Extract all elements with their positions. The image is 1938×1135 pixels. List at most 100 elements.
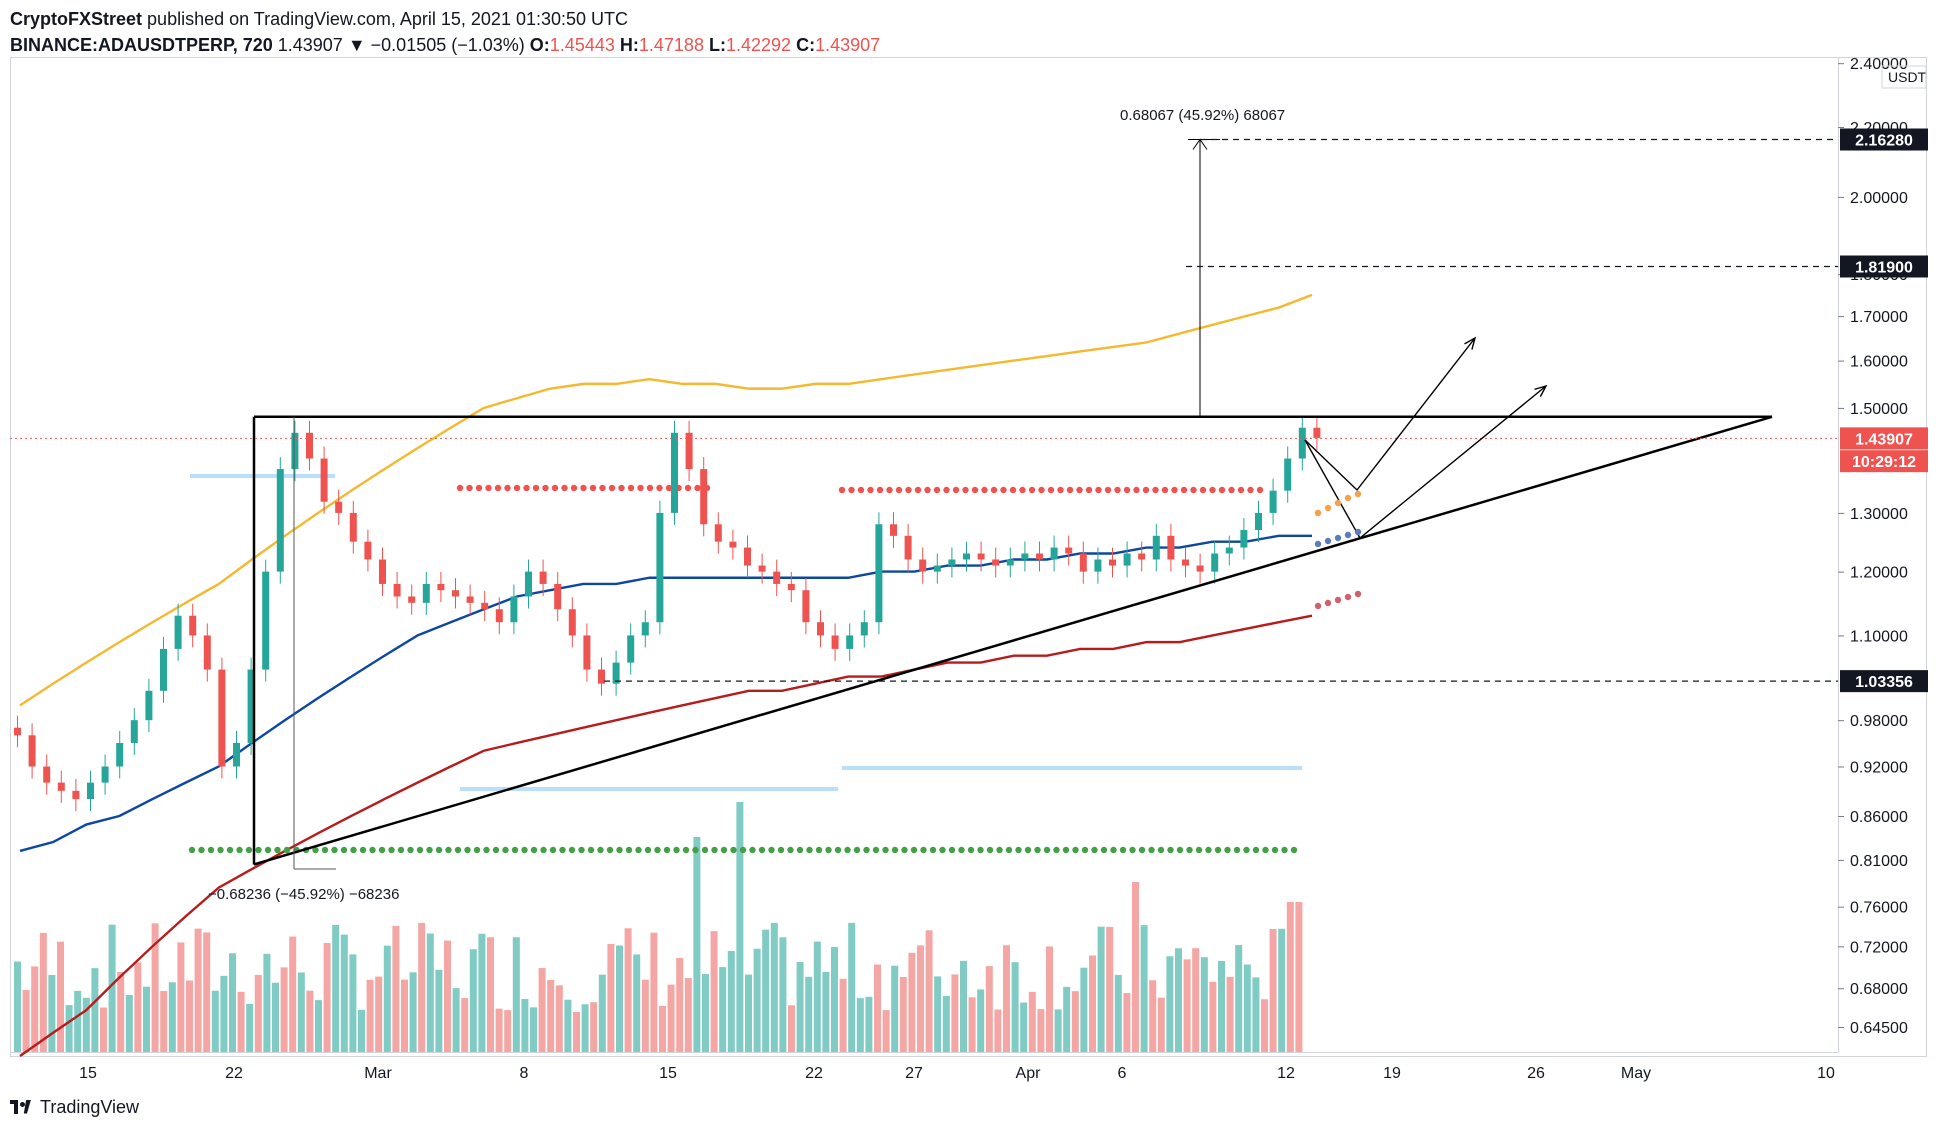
support-dots-dot [958,846,965,854]
volume-bar [1226,976,1234,1052]
volume-bar [409,972,417,1052]
resistance-dots-2-dot [886,486,893,494]
volume-bar [831,947,838,1052]
candle-body [1021,553,1029,560]
support-dots-dot [1281,846,1288,854]
low-value: 1.42292 [725,35,792,55]
resistance-dots-1-dot [570,484,578,492]
chart-frame[interactable] [10,57,1927,1057]
volume-bar [1089,955,1096,1052]
volume-bar [1020,1002,1028,1052]
support-dots-dot [939,846,946,854]
volume-bar [375,976,383,1052]
support-dots-dot [606,846,614,854]
volume-bar [203,932,211,1052]
candle-body [1050,547,1058,560]
support-dots-dot [1005,846,1013,854]
resistance-dots-2-dot [1019,486,1026,494]
support-dots-dot [226,846,234,854]
symbol-label[interactable]: BINANCE:ADAUSDTPERP, 720 [10,35,273,55]
support-dots-dot [416,846,424,854]
volume-bar [323,943,331,1052]
support-dots-dot [977,846,984,854]
y-tick-mark [1838,316,1844,318]
support-dots-dot [236,846,243,854]
support-dots-dot [986,846,994,854]
x-tick-label: 19 [1383,1065,1401,1082]
x-tick-label: 27 [905,1065,923,1082]
volume-bar [590,1002,598,1052]
support-dots-dot [530,846,538,854]
candle-body [14,727,21,736]
volume-bar [899,976,907,1052]
volume-bar [934,976,942,1052]
x-tick-label: 22 [805,1065,823,1082]
support-dots-dot [207,846,215,854]
candle-body [160,648,167,691]
resistance-dots-1-dot [466,484,473,492]
candle-body [1123,553,1131,566]
high-value: 1.47188 [638,35,704,55]
volume-bar [960,960,967,1052]
support-dots-dot [321,846,329,854]
y-tick-mark [1838,635,1844,637]
candle-body [700,469,708,525]
volume-bar [530,1007,537,1052]
publisher-name[interactable]: CryptoFXStreet [10,9,143,29]
support-dots-dot [1205,846,1212,854]
y-tick-label: 1.60000 [1850,354,1908,371]
support-dots-dot [1271,846,1279,854]
support-dots-dot [673,846,680,854]
projected-ema-slow-dot [1354,590,1362,598]
resistance-dots-2-dot [1095,486,1102,494]
support-dots-dot [730,846,737,854]
resistance-dots-1-dot [580,484,587,492]
volume-bar [246,1003,254,1052]
ema-slow-line [19,614,1313,1057]
volume-bar [813,941,821,1052]
volume-bar [366,979,374,1052]
volume-bar [22,990,30,1052]
candle-body [583,635,591,670]
resistance-dots-1-dot [637,484,644,492]
volume-bar [82,997,90,1052]
y-tick-label: 0.64500 [1850,1020,1908,1037]
volume-bar [1028,991,1036,1052]
candles [14,415,1321,812]
volume-bar [1132,882,1139,1052]
support-dots-dot [749,846,756,854]
support-dots-dot [359,846,367,854]
volume-bar [1166,956,1174,1052]
candle-body [539,571,547,584]
y-tick-label: 2.40000 [1850,56,1908,73]
measure-up-label: 0.68067 (45.92%) 68067 [1120,107,1285,124]
volume-bar [254,974,262,1052]
y-tick-mark [1838,815,1844,817]
resistance-dots-1-dot [684,484,692,492]
volume-bar [1123,993,1131,1052]
volume-bar [487,937,494,1052]
candle-body [101,766,109,783]
volume-bar [538,968,546,1052]
volume-bar [753,948,761,1052]
projected-ema-slow [1314,590,1362,610]
open-label: O: [529,35,550,55]
volume-bar [555,985,563,1052]
support-dots-dot [1053,846,1060,854]
support-dots-dot [1157,846,1165,854]
volume-bar [564,999,572,1052]
y-tick-label: 0.86000 [1850,809,1908,826]
y-tick-mark [1838,946,1844,948]
candle-body [466,596,474,603]
candle-body [130,720,138,743]
resistance-dots-2-dot [838,486,846,494]
support-dots-dot [483,846,490,854]
resistance-dots-1-dot [532,484,540,492]
resistance-dots-1-dot [618,484,625,492]
candle-body [1240,530,1248,548]
support-dots-dot [654,846,661,854]
price-label-text: 1.03356 [1855,674,1913,691]
y-tick-mark [1838,127,1844,128]
candle-body [364,541,372,560]
